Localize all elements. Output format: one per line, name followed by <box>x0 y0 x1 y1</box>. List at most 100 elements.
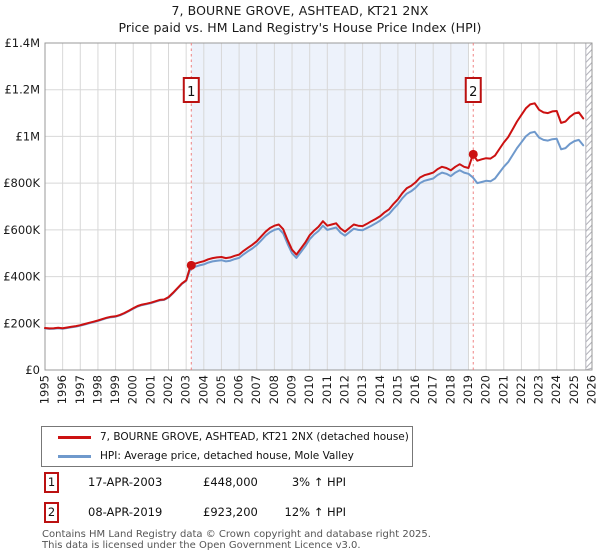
future-hatch-stripe <box>585 224 593 232</box>
future-hatch-stripe <box>585 166 593 174</box>
future-hatch-stripe <box>585 192 593 200</box>
transaction-row-2: 2 08-APR-2019 £923,200 12% ↑ HPI <box>0 502 600 524</box>
future-hatch-stripe <box>585 127 593 135</box>
transaction-2-date: 08-APR-2019 <box>88 505 163 519</box>
y-tick-label: £400K <box>3 270 40 284</box>
future-hatch-stripe <box>585 88 593 96</box>
transaction-row-1: 1 17-APR-2003 £448,000 3% ↑ HPI <box>0 472 600 494</box>
future-hatch-stripe <box>585 250 593 258</box>
future-hatch-stripe <box>585 257 593 265</box>
future-hatch-stripe <box>585 354 593 362</box>
future-hatch-stripe <box>585 348 593 356</box>
x-tick-label: 2025 <box>567 375 581 404</box>
future-hatch-stripe <box>585 231 593 239</box>
x-tick-label: 2009 <box>285 375 299 404</box>
transaction-1-date: 17-APR-2003 <box>88 475 163 489</box>
future-hatch-stripe <box>585 94 593 102</box>
future-hatch-stripe <box>585 101 593 109</box>
sale-marker-box-1 <box>182 77 200 103</box>
future-hatch-stripe <box>585 205 593 213</box>
x-tick-label: 2000 <box>126 375 140 404</box>
x-tick-label: 2024 <box>549 375 563 404</box>
x-tick-label: 2013 <box>355 375 369 404</box>
x-tick-label: 2026 <box>585 375 599 404</box>
y-tick-label: £200K <box>3 316 40 330</box>
future-hatch-stripe <box>585 55 593 63</box>
future-hatch-stripe <box>585 296 593 304</box>
future-hatch-stripe <box>585 140 593 148</box>
future-hatch-stripe <box>585 283 593 291</box>
future-hatch-stripe <box>585 198 593 206</box>
licence-line: This data is licensed under the Open Gov… <box>42 540 361 551</box>
hpi-line-swatch <box>58 454 91 458</box>
x-tick-label: 1999 <box>108 375 122 404</box>
future-hatch-stripe <box>585 185 593 193</box>
sale-point-2 <box>468 149 478 159</box>
transaction-2-number-badge: 2 <box>44 502 59 523</box>
x-tick-label: 1995 <box>38 375 52 404</box>
future-hatch-stripe <box>585 179 593 187</box>
y-tick-label: £1.2M <box>4 83 40 97</box>
chart-subtitle: Price paid vs. HM Land Registry's House … <box>118 20 482 35</box>
x-tick-label: 2002 <box>161 375 175 404</box>
x-tick-label: 2021 <box>496 375 510 404</box>
x-tick-label: 1998 <box>90 375 104 404</box>
x-tick-label: 1996 <box>55 375 69 404</box>
x-tick-label: 2020 <box>479 375 493 404</box>
sale-marker-label-2: 2 <box>469 85 477 100</box>
future-hatch-stripe <box>585 276 593 284</box>
future-hatch-stripe <box>585 335 593 343</box>
y-tick-label: £800K <box>3 176 40 190</box>
sale-marker-box-2 <box>464 77 482 103</box>
y-tick-label: £600K <box>3 223 40 237</box>
future-hatch-stripe <box>585 309 593 317</box>
future-hatch-stripe <box>585 133 593 141</box>
x-tick-label: 2018 <box>443 375 457 404</box>
x-tick-label: 2001 <box>143 375 157 404</box>
future-hatch-stripe <box>585 114 593 122</box>
x-tick-label: 2010 <box>302 375 316 404</box>
legend-label-hpi: HPI: Average price, detached house, Mole… <box>100 450 354 462</box>
future-hatch-stripe <box>585 42 593 50</box>
future-hatch-stripe <box>585 263 593 271</box>
ownership-period-band <box>191 43 469 370</box>
future-hatch-stripe <box>585 244 593 252</box>
future-hatch-stripe <box>585 341 593 349</box>
y-tick-label: £1.4M <box>4 36 40 50</box>
future-hatch-stripe <box>585 302 593 310</box>
x-tick-label: 2015 <box>390 375 404 404</box>
sale-marker-label-1: 1 <box>187 85 195 100</box>
x-tick-label: 2023 <box>532 375 546 404</box>
x-tick-label: 2016 <box>408 375 422 404</box>
price-history-plot: 1 2 £0 £200K £400K £600K £800K £1M £1.2M £1.4M 199… <box>3 36 599 404</box>
x-tick-label: 2017 <box>426 375 440 404</box>
x-tick-label: 2011 <box>320 375 334 404</box>
y-tick-label: £1M <box>15 129 40 143</box>
plot-border <box>44 42 593 371</box>
future-hatch-stripe <box>585 81 593 89</box>
future-hatch-stripe <box>585 289 593 297</box>
future-hatch-stripe <box>585 49 593 57</box>
price-paid-series-line <box>44 102 585 330</box>
price-line-swatch <box>58 435 91 439</box>
x-tick-label: 2008 <box>267 375 281 404</box>
x-tick-label: 2005 <box>214 375 228 404</box>
future-hatch-stripe <box>585 68 593 76</box>
future-hatch-stripe <box>585 75 593 83</box>
future-hatch-stripe <box>585 107 593 115</box>
legend-item-price-paid: 7, BOURNE GROVE, ASHTEAD, KT21 2NX (deta… <box>42 429 412 445</box>
x-tick-label: 2004 <box>196 375 210 404</box>
x-tick-label: 2022 <box>514 375 528 404</box>
future-hatch-stripe <box>585 62 593 70</box>
future-hatch-stripe <box>585 237 593 245</box>
transaction-1-number-badge: 1 <box>44 472 59 493</box>
x-tick-label: 2007 <box>249 375 263 404</box>
future-hatch-stripe <box>585 146 593 154</box>
future-hatch-stripe <box>585 218 593 226</box>
y-tick-label: £0 <box>25 363 40 377</box>
sale-point-1 <box>186 260 196 270</box>
x-tick-label: 2012 <box>337 375 351 404</box>
legend-item-hpi: HPI: Average price, detached house, Mole… <box>42 448 412 464</box>
x-tick-label: 1997 <box>73 375 87 404</box>
